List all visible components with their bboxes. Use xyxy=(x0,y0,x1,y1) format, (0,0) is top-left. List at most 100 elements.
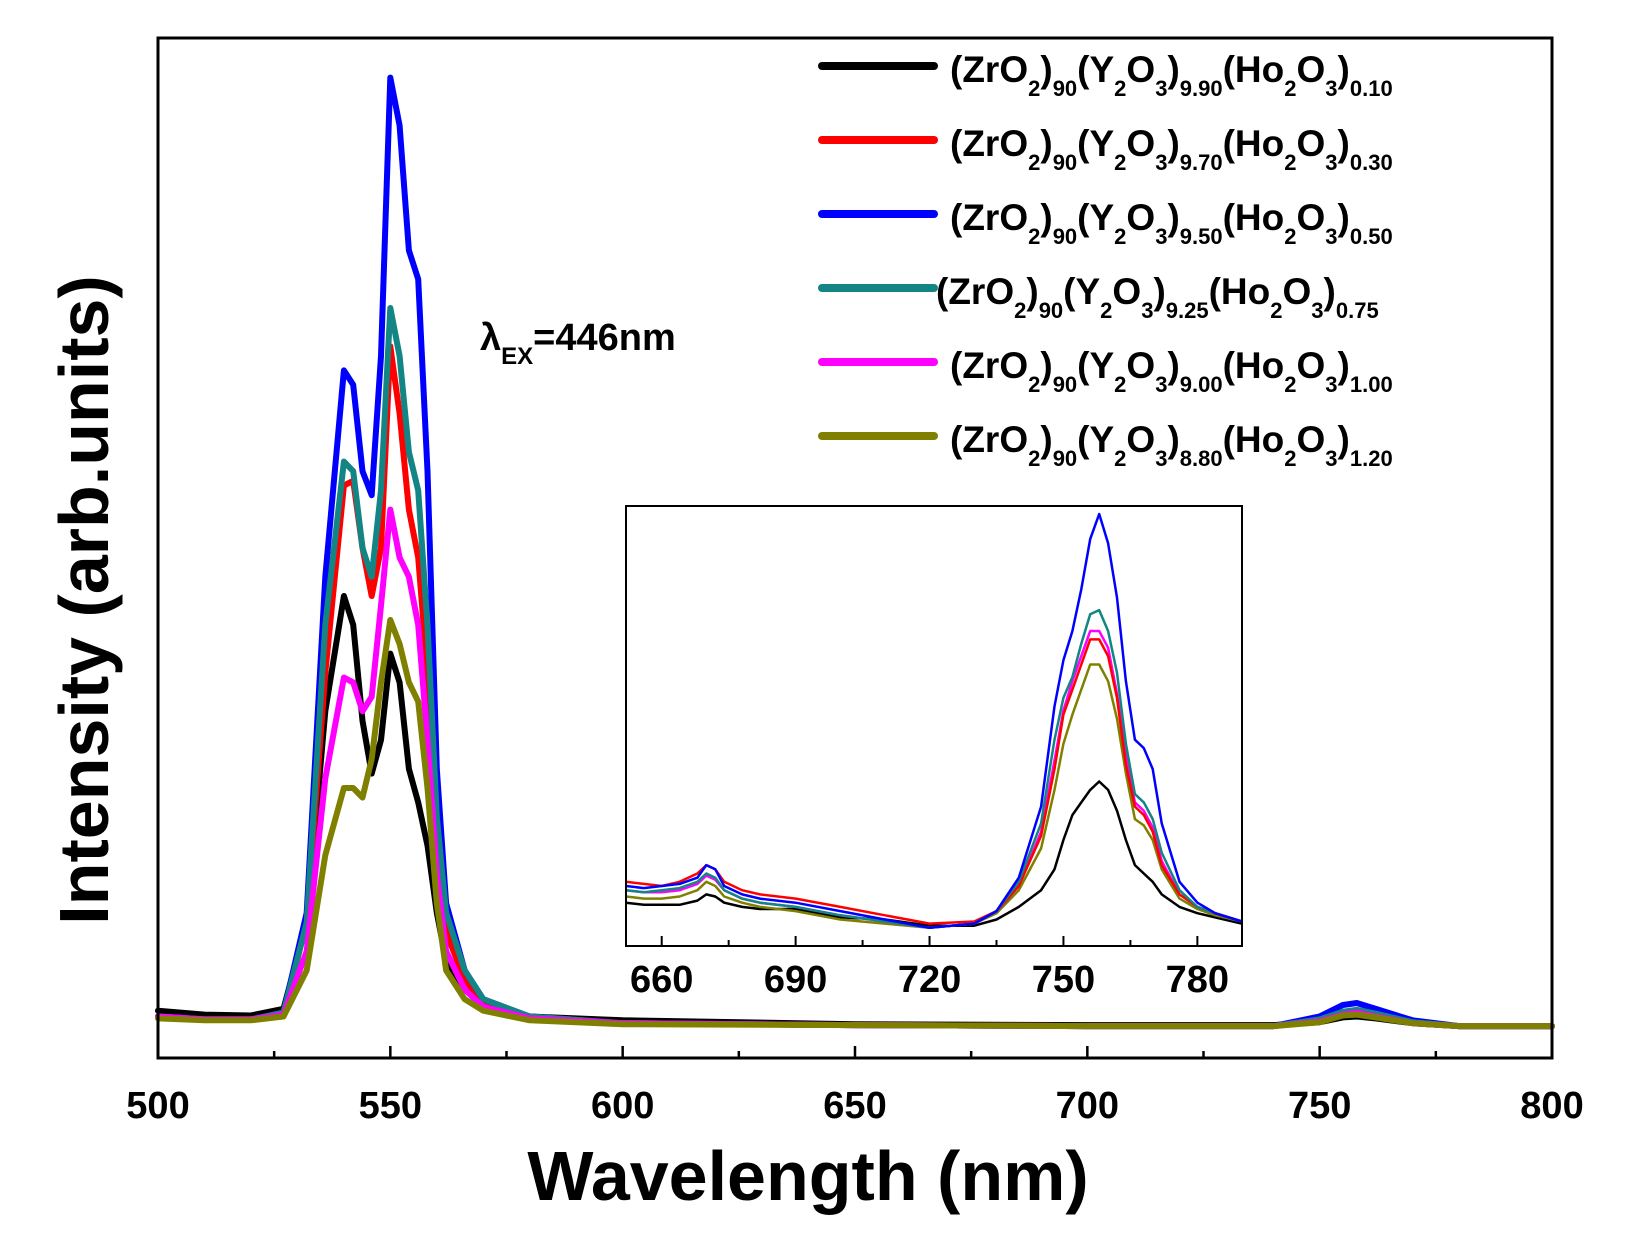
legend-label-6-part-7: O xyxy=(1126,419,1155,460)
legend-label-1-part-1: (ZrO xyxy=(950,49,1028,90)
legend-label-3-part-12: 2 xyxy=(1284,224,1296,249)
inset-series-line-6 xyxy=(625,663,1243,930)
legend-label-4-part-3: ) xyxy=(1026,271,1038,312)
legend-label-2-part-4: 90 xyxy=(1053,150,1077,175)
legend-label-2-part-5: (Y xyxy=(1077,123,1114,164)
legend-label-6-part-5: (Y xyxy=(1077,419,1114,460)
legend-label-5-part-16: 1.00 xyxy=(1350,372,1393,397)
inset-series-line-3 xyxy=(625,512,1243,930)
main-series-group xyxy=(155,74,1555,1030)
legend-label-3-part-10: 9.50 xyxy=(1180,224,1223,249)
legend-label-1-part-4: 90 xyxy=(1053,76,1077,101)
legend-label-3-part-8: 3 xyxy=(1155,224,1167,249)
legend-label-5-part-11: (Ho xyxy=(1223,345,1285,386)
legend-label-5-part-2: 2 xyxy=(1028,372,1040,397)
legend-label-1-part-3: ) xyxy=(1040,49,1052,90)
legend-label-2-part-10: 9.70 xyxy=(1180,150,1223,175)
legend-label-2-part-6: 2 xyxy=(1114,150,1126,175)
lambda-subscript: EX xyxy=(501,343,533,370)
y-axis-title: Intensity (arb.units) xyxy=(45,275,123,924)
legend-label-1: (ZrO2)90(Y2O3)9.90(Ho2O3)0.10 xyxy=(950,49,1393,101)
x-tick-label-700: 700 xyxy=(1056,1085,1119,1127)
legend-label-3: (ZrO2)90(Y2O3)9.50(Ho2O3)0.50 xyxy=(950,197,1393,249)
legend-label-6-part-8: 3 xyxy=(1155,446,1167,471)
legend-label-5-part-1: (ZrO xyxy=(950,345,1028,386)
legend-label-6-part-3: ) xyxy=(1040,419,1052,460)
legend-label-4-part-13: O xyxy=(1283,271,1312,312)
legend-label-2-part-7: O xyxy=(1126,123,1155,164)
legend-label-6-part-16: 1.20 xyxy=(1350,446,1393,471)
legend-label-4-part-14: 3 xyxy=(1311,298,1323,323)
legend-label-3-part-9: ) xyxy=(1167,197,1179,238)
legend-label-1-part-15: ) xyxy=(1338,49,1350,90)
legend-label-2-part-9: ) xyxy=(1167,123,1179,164)
legend-label-5-part-7: O xyxy=(1126,345,1155,386)
series-line-6 xyxy=(155,617,1555,1030)
legend-label-1-part-6: 2 xyxy=(1114,76,1126,101)
legend-label-1-part-5: (Y xyxy=(1077,49,1114,90)
legend-label-6-part-13: O xyxy=(1297,419,1326,460)
legend-label-2-part-15: ) xyxy=(1338,123,1350,164)
legend-label-5: (ZrO2)90(Y2O3)9.00(Ho2O3)1.00 xyxy=(950,345,1393,397)
legend-label-2-part-12: 2 xyxy=(1284,150,1296,175)
legend-label-2-part-2: 2 xyxy=(1028,150,1040,175)
legend-label-1-part-10: 9.90 xyxy=(1180,76,1223,101)
legend-label-5-part-12: 2 xyxy=(1284,372,1296,397)
legend-label-1-part-9: ) xyxy=(1167,49,1179,90)
inset-series-line-4 xyxy=(625,608,1243,930)
legend-label-5-part-15: ) xyxy=(1338,345,1350,386)
legend-label-4-part-10: 9.25 xyxy=(1166,298,1209,323)
legend-label-2-part-8: 3 xyxy=(1155,150,1167,175)
legend-label-3-part-4: 90 xyxy=(1053,224,1077,249)
main-x-ticks: 500 550 600 650 700 750 800 xyxy=(126,1046,1584,1127)
legend-label-4: (ZrO2)90(Y2O3)9.25(Ho2O3)0.75 xyxy=(936,271,1379,323)
legend-label-1-part-7: O xyxy=(1126,49,1155,90)
legend-label-3-part-1: (ZrO xyxy=(950,197,1028,238)
legend-label-5-part-6: 2 xyxy=(1114,372,1126,397)
legend-label-5-part-10: 9.00 xyxy=(1180,372,1223,397)
legend-label-4-part-6: 2 xyxy=(1100,298,1112,323)
legend-label-6-part-15: ) xyxy=(1338,419,1350,460)
legend-label-4-part-8: 3 xyxy=(1141,298,1153,323)
legend-label-4-part-9: ) xyxy=(1153,271,1165,312)
legend-label-6-part-9: ) xyxy=(1167,419,1179,460)
excitation-value: =446nm xyxy=(533,317,676,359)
legend-label-4-part-15: ) xyxy=(1324,271,1336,312)
legend-label-3-part-6: 2 xyxy=(1114,224,1126,249)
series-line-3 xyxy=(155,74,1555,1030)
legend-label-6-part-10: 8.80 xyxy=(1180,446,1223,471)
inset-x-tick-label-780: 780 xyxy=(1166,959,1229,1001)
legend-label-2: (ZrO2)90(Y2O3)9.70(Ho2O3)0.30 xyxy=(950,123,1393,175)
x-tick-label-600: 600 xyxy=(591,1085,654,1127)
legend-label-1-part-13: O xyxy=(1297,49,1326,90)
inset-x-tick-label-750: 750 xyxy=(1032,959,1095,1001)
legend-label-4-part-4: 90 xyxy=(1039,298,1063,323)
legend-label-2-part-3: ) xyxy=(1040,123,1052,164)
legend-label-3-part-15: ) xyxy=(1338,197,1350,238)
legend-label-2-part-1: (ZrO xyxy=(950,123,1028,164)
legend-label-1-part-2: 2 xyxy=(1028,76,1040,101)
legend-label-6-part-11: (Ho xyxy=(1223,419,1285,460)
legend-label-4-part-5: (Y xyxy=(1063,271,1100,312)
lambda-symbol: λ xyxy=(480,317,501,359)
x-tick-label-550: 550 xyxy=(359,1085,422,1127)
legend-label-3-part-14: 3 xyxy=(1325,224,1337,249)
legend-label-6-part-4: 90 xyxy=(1053,446,1077,471)
legend-label-3-part-3: ) xyxy=(1040,197,1052,238)
legend-label-5-part-5: (Y xyxy=(1077,345,1114,386)
legend-label-3-part-11: (Ho xyxy=(1223,197,1285,238)
legend-label-5-part-4: 90 xyxy=(1053,372,1077,397)
legend-label-3-part-2: 2 xyxy=(1028,224,1040,249)
legend-label-1-part-14: 3 xyxy=(1325,76,1337,101)
legend-label-4-part-2: 2 xyxy=(1014,298,1026,323)
legend-label-1-part-16: 0.10 xyxy=(1350,76,1393,101)
inset-plot: 660 690 720 750 780 xyxy=(625,505,1243,1001)
legend-label-6-part-1: (ZrO xyxy=(950,419,1028,460)
x-tick-label-650: 650 xyxy=(823,1085,886,1127)
inset-x-ticks: 660 690 720 750 780 xyxy=(630,936,1229,1001)
legend-label-5-part-14: 3 xyxy=(1325,372,1337,397)
legend-label-2-part-16: 0.30 xyxy=(1350,150,1393,175)
legend-label-6-part-6: 2 xyxy=(1114,446,1126,471)
legend-label-2-part-14: 3 xyxy=(1325,150,1337,175)
